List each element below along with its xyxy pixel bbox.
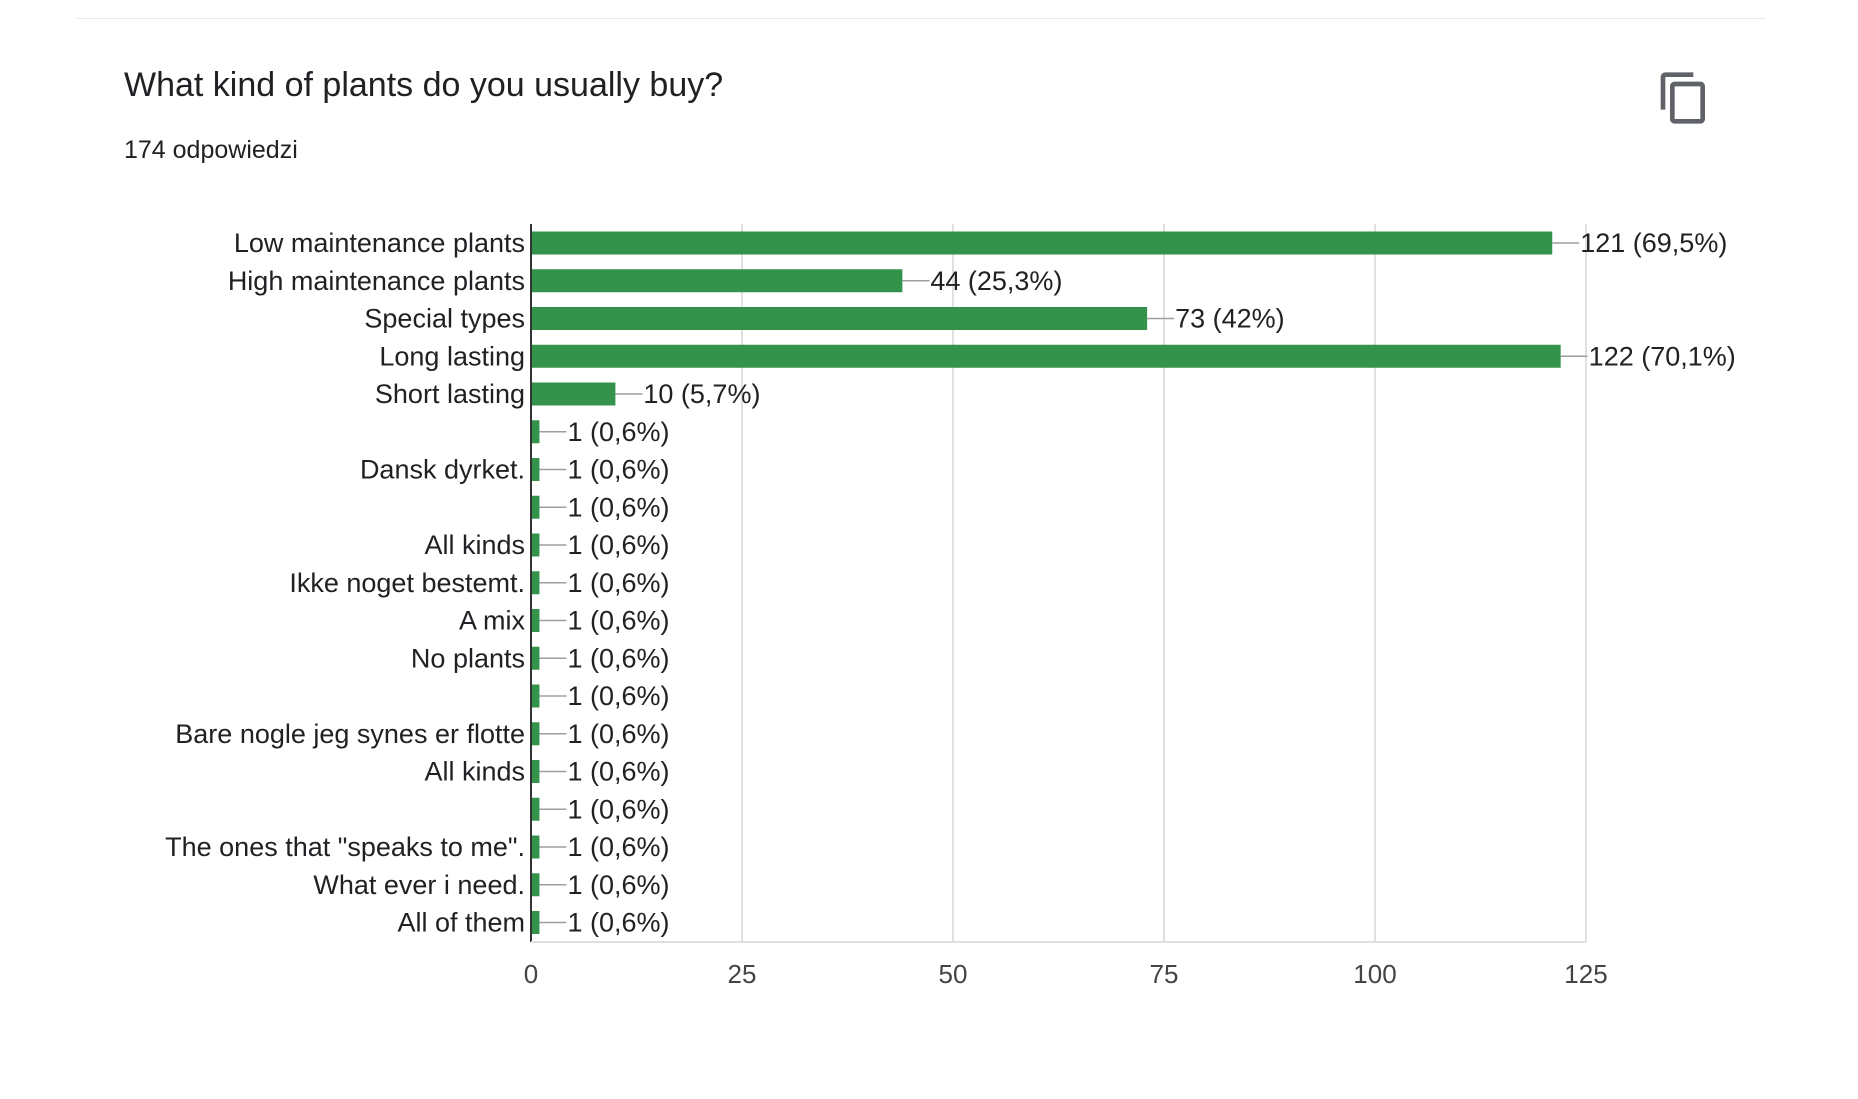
- category-label-3: Long lasting: [379, 341, 525, 371]
- category-label-4: Short lasting: [375, 379, 525, 409]
- bar-4: [531, 382, 616, 406]
- category-label-17: What ever i need.: [313, 870, 525, 900]
- bar-13: [531, 722, 540, 746]
- bar-11: [531, 646, 540, 670]
- category-label-6: Dansk dyrket.: [360, 455, 525, 485]
- data-label-8: 1 (0,6%): [567, 530, 669, 560]
- category-label-11: No plants: [411, 643, 525, 673]
- category-label-18: All of them: [397, 908, 525, 938]
- category-label-8: All kinds: [424, 530, 525, 560]
- bar-8: [531, 533, 540, 557]
- x-tick-label-0: 0: [524, 959, 538, 989]
- chart-card: [76, 18, 1766, 1099]
- bar-12: [531, 684, 540, 708]
- data-label-12: 1 (0,6%): [567, 681, 669, 711]
- bar-17: [531, 873, 540, 897]
- data-label-15: 1 (0,6%): [567, 794, 669, 824]
- category-label-16: The ones that "speaks to me".: [165, 832, 525, 862]
- data-label-1: 44 (25,3%): [930, 266, 1062, 296]
- bar-15: [531, 797, 540, 821]
- data-label-3: 122 (70,1%): [1589, 341, 1736, 371]
- data-label-13: 1 (0,6%): [567, 719, 669, 749]
- bar-10: [531, 609, 540, 632]
- category-label-0: Low maintenance plants: [234, 228, 525, 258]
- category-label-13: Bare nogle jeg synes er flotte: [175, 719, 525, 749]
- bar-7: [531, 495, 540, 519]
- category-label-1: High maintenance plants: [228, 266, 525, 296]
- bar-16: [531, 835, 540, 859]
- category-label-14: All kinds: [424, 757, 525, 787]
- bar-18: [531, 911, 540, 934]
- bar-1: [531, 269, 903, 293]
- data-label-7: 1 (0,6%): [567, 492, 669, 522]
- data-label-9: 1 (0,6%): [567, 568, 669, 598]
- data-label-5: 1 (0,6%): [567, 417, 669, 447]
- category-label-2: Special types: [364, 304, 525, 334]
- question-title: What kind of plants do you usually buy?: [124, 66, 724, 104]
- data-label-11: 1 (0,6%): [567, 643, 669, 673]
- data-label-10: 1 (0,6%): [567, 606, 669, 636]
- data-label-14: 1 (0,6%): [567, 757, 669, 787]
- bar-14: [531, 760, 540, 783]
- x-tick-label-1: 25: [728, 959, 757, 989]
- data-label-6: 1 (0,6%): [567, 455, 669, 485]
- bar-9: [531, 571, 540, 595]
- bar-5: [531, 420, 540, 444]
- data-label-0: 121 (69,5%): [1580, 228, 1727, 258]
- bar-2: [531, 307, 1148, 330]
- category-label-9: Ikke noget bestemt.: [289, 568, 525, 598]
- response-count: 174 odpowiedzi: [124, 136, 298, 164]
- x-tick-label-5: 125: [1564, 959, 1607, 989]
- category-label-10: A mix: [459, 606, 526, 636]
- bar-6: [531, 458, 540, 481]
- copy-chart-button[interactable]: [1656, 70, 1712, 126]
- x-tick-label-4: 100: [1353, 959, 1396, 989]
- data-label-18: 1 (0,6%): [567, 908, 669, 938]
- x-tick-label-2: 50: [939, 959, 968, 989]
- data-label-2: 73 (42%): [1175, 304, 1285, 334]
- bar-0: [531, 231, 1553, 255]
- x-tick-label-3: 75: [1150, 959, 1179, 989]
- copy-icon: [1660, 72, 1705, 124]
- data-label-17: 1 (0,6%): [567, 870, 669, 900]
- bar-3: [531, 344, 1561, 368]
- data-label-16: 1 (0,6%): [567, 832, 669, 862]
- data-label-4: 10 (5,7%): [643, 379, 760, 409]
